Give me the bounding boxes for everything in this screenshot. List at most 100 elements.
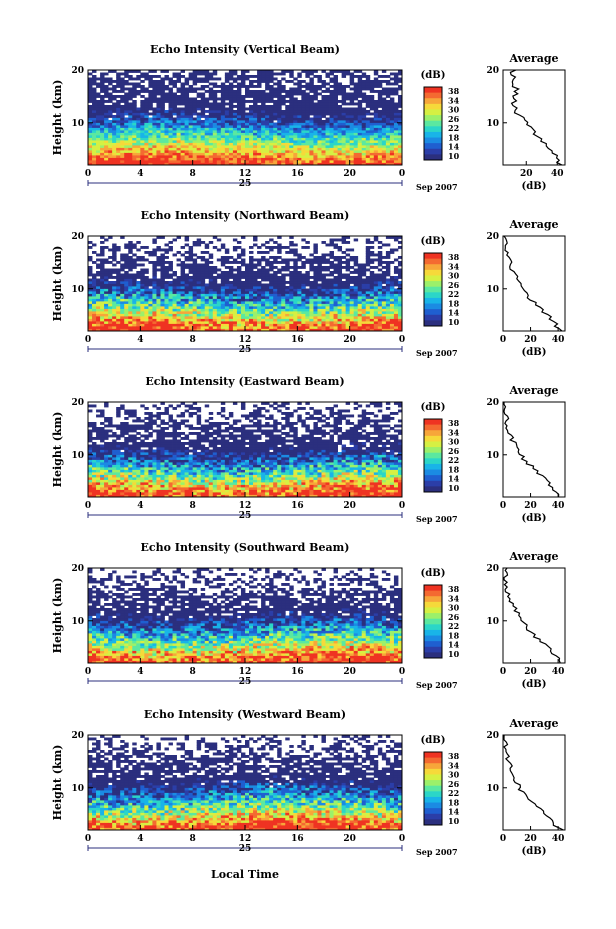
heatmap-cell: [228, 316, 234, 319]
heatmap-cell: [148, 291, 153, 294]
heatmap-cell: [88, 150, 93, 153]
heatmap-cell: [349, 321, 355, 324]
heatmap-cell: [357, 147, 363, 151]
heatmap-cell: [192, 306, 198, 309]
heatmap-cell: [285, 112, 290, 116]
heatmap-cell: [365, 238, 371, 242]
heatmap-cell: [317, 271, 322, 274]
heatmap-cell: [369, 326, 375, 329]
heatmap-cell: [160, 258, 165, 262]
heatmap-cell: [389, 72, 395, 76]
heatmap-cell: [160, 112, 165, 116]
heatmap-cell: [92, 243, 97, 247]
heatmap-cell: [289, 130, 294, 133]
heatmap-cell: [301, 95, 306, 98]
heatmap-cell: [257, 246, 262, 249]
heatmap-cell: [228, 87, 234, 91]
heatmap-cell: [164, 120, 169, 123]
heatmap-cell: [88, 296, 93, 299]
heatmap-cell: [232, 125, 238, 128]
heatmap-cell: [228, 110, 234, 113]
heatmap-cell: [168, 115, 173, 118]
heatmap-cell: [385, 112, 391, 116]
heatmap-cell: [369, 311, 375, 314]
heatmap-cell: [172, 155, 177, 158]
heatmap-cell: [377, 122, 383, 126]
heatmap-cell: [120, 120, 125, 123]
heatmap-cell: [277, 90, 282, 93]
heatmap-cell: [249, 303, 254, 307]
heatmap-cell: [220, 87, 226, 91]
heatmap-cell: [212, 152, 218, 156]
heatmap-cell: [317, 157, 322, 161]
heatmap-cell: [212, 90, 218, 93]
heatmap-cell: [184, 258, 190, 262]
heatmap-cell: [321, 137, 326, 141]
heatmap-cell: [88, 318, 93, 322]
heatmap-cell: [297, 105, 302, 108]
heatmap-cell: [265, 323, 270, 327]
heatmap-cell: [285, 286, 290, 289]
heatmap-cell: [369, 122, 375, 126]
heatmap-cell: [397, 135, 403, 138]
heatmap-cell: [313, 326, 318, 329]
heatmap-cell: [361, 308, 367, 312]
profile-title: Average: [508, 52, 558, 65]
heatmap-cell: [317, 110, 322, 113]
heatmap-cell: [337, 288, 343, 292]
heatmap-cell: [325, 298, 330, 302]
heatmap-cell: [265, 125, 270, 128]
heatmap-cell: [253, 238, 258, 242]
heatmap-cell: [305, 135, 310, 138]
heatmap-cell: [160, 130, 165, 133]
heatmap-cell: [240, 261, 246, 264]
heatmap-cell: [160, 261, 165, 264]
heatmap-cell: [100, 286, 105, 289]
heatmap-cell: [285, 316, 290, 319]
heatmap-cell: [192, 110, 198, 113]
heatmap-cell: [236, 271, 242, 274]
heatmap-cell: [381, 80, 387, 83]
heatmap-cell: [249, 313, 254, 317]
heatmap-cell: [245, 150, 250, 153]
heatmap-cell: [269, 313, 274, 317]
heatmap-cell: [128, 145, 133, 148]
heatmap-cell: [293, 273, 298, 277]
heatmap-cell: [200, 303, 206, 307]
heatmap-cell: [108, 271, 113, 274]
heatmap-cell: [236, 120, 242, 123]
heatmap-cell: [329, 127, 334, 131]
heatmap-cell: [200, 283, 206, 287]
heatmap-cell: [353, 115, 359, 118]
heatmap-cell: [104, 311, 109, 314]
heatmap-cell: [265, 82, 270, 86]
heatmap-cell: [220, 243, 226, 247]
heatmap-cell: [224, 117, 230, 121]
heatmap-cell: [220, 150, 226, 153]
heatmap-cell: [188, 100, 194, 103]
heatmap-cell: [365, 316, 371, 319]
heatmap-cell: [172, 137, 177, 141]
heatmap-cell: [124, 291, 129, 294]
heatmap-cell: [265, 298, 270, 302]
heatmap-cell: [345, 321, 351, 324]
heatmap-cell: [357, 306, 363, 309]
heatmap-cell: [325, 75, 330, 78]
heatmap-cell: [160, 308, 165, 312]
heatmap-cell: [317, 120, 322, 123]
heatmap-cell: [192, 308, 198, 312]
heatmap-cell: [369, 125, 375, 128]
heatmap-cell: [253, 127, 258, 131]
heatmap-cell: [349, 95, 355, 98]
heatmap-cell: [321, 162, 326, 166]
heatmap-cell: [369, 298, 375, 302]
heatmap-cell: [357, 276, 363, 279]
heatmap-cell: [172, 301, 177, 304]
heatmap-cell: [224, 160, 230, 163]
heatmap-cell: [132, 266, 137, 269]
heatmap-cell: [120, 273, 125, 277]
heatmap-cell: [240, 115, 246, 118]
heatmap-cell: [204, 308, 210, 312]
heatmap-cell: [88, 321, 93, 324]
heatmap-cell: [208, 291, 214, 294]
